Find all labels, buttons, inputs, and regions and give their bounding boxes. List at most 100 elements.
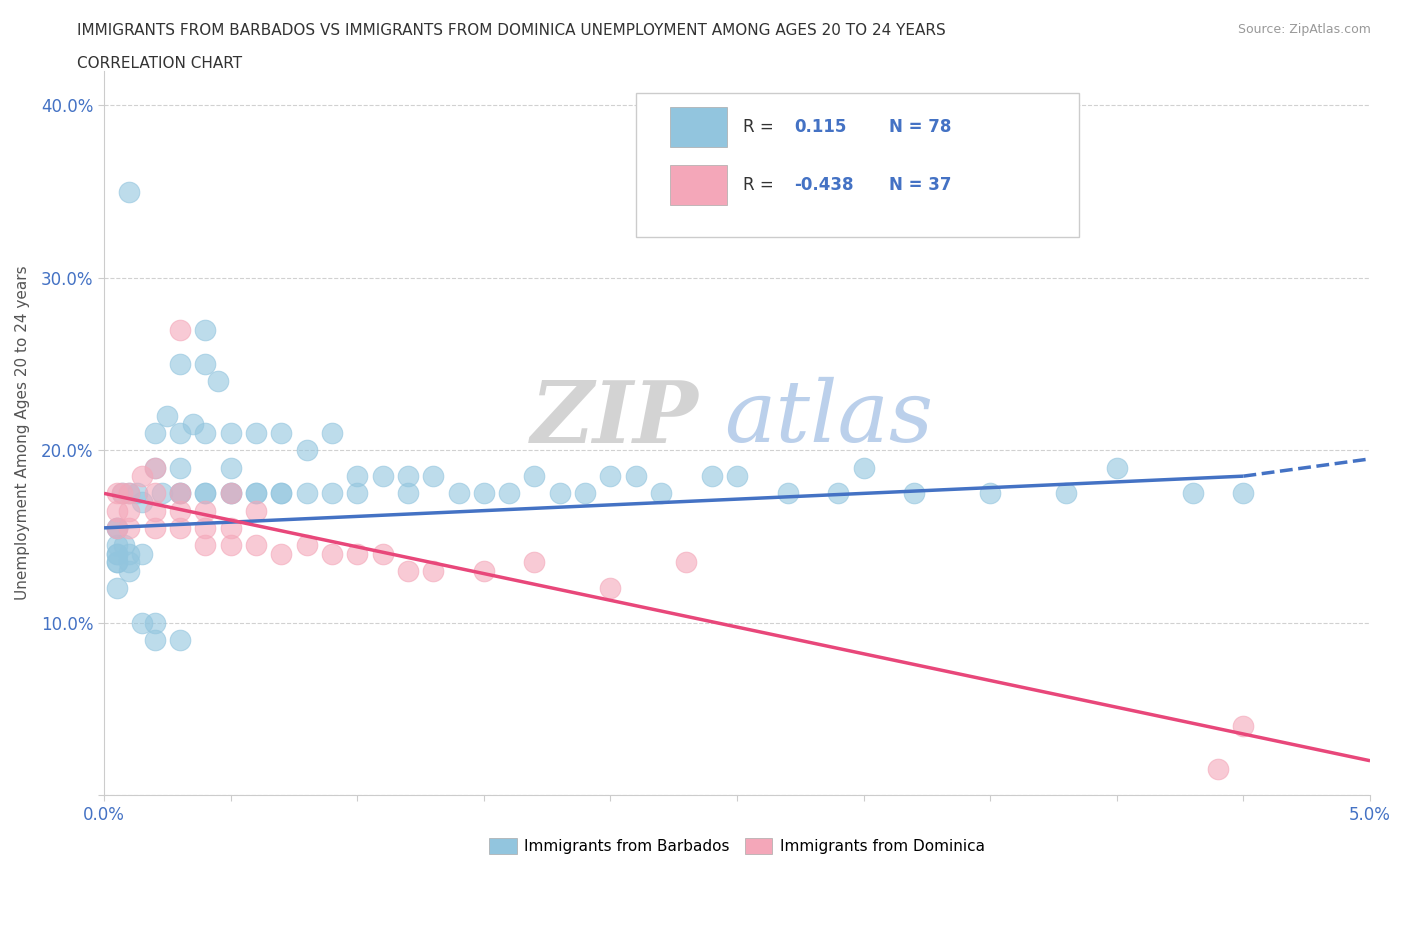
Point — [219, 521, 242, 536]
Point — [143, 426, 166, 441]
Point — [131, 616, 153, 631]
Point — [219, 486, 242, 501]
Point — [852, 460, 875, 475]
Point — [118, 184, 141, 199]
Point — [472, 564, 495, 578]
Point — [118, 503, 141, 518]
Point — [118, 546, 141, 561]
Point — [295, 538, 318, 552]
Point — [523, 469, 546, 484]
Text: -0.438: -0.438 — [794, 176, 853, 193]
Point — [194, 426, 217, 441]
Point — [979, 486, 1001, 501]
Point — [295, 443, 318, 458]
Text: ZIP: ZIP — [531, 377, 699, 460]
Point — [105, 486, 128, 501]
Point — [105, 521, 128, 536]
Point — [270, 546, 292, 561]
Point — [599, 581, 621, 596]
Point — [245, 503, 267, 518]
Point — [118, 486, 141, 501]
Point — [194, 322, 217, 337]
Point — [1232, 719, 1254, 734]
Point — [270, 486, 292, 501]
Point — [245, 486, 267, 501]
Text: 0.115: 0.115 — [794, 117, 846, 136]
Point — [105, 546, 128, 561]
FancyBboxPatch shape — [669, 165, 727, 205]
Text: CORRELATION CHART: CORRELATION CHART — [77, 56, 242, 71]
Point — [574, 486, 596, 501]
Point — [1054, 486, 1077, 501]
Point — [105, 521, 128, 536]
Point — [396, 486, 419, 501]
Point — [1232, 486, 1254, 501]
Point — [194, 486, 217, 501]
Point — [548, 486, 571, 501]
Point — [1181, 486, 1204, 501]
Point — [650, 486, 672, 501]
Point — [827, 486, 849, 501]
Point — [346, 486, 368, 501]
Point — [321, 426, 343, 441]
Point — [194, 356, 217, 371]
Point — [169, 356, 191, 371]
Point — [295, 486, 318, 501]
Point — [125, 486, 148, 501]
Point — [219, 538, 242, 552]
Point — [207, 374, 229, 389]
Point — [219, 486, 242, 501]
Point — [1206, 762, 1229, 777]
Point — [472, 486, 495, 501]
Text: N = 78: N = 78 — [889, 117, 952, 136]
Point — [194, 538, 217, 552]
Point — [194, 503, 217, 518]
Point — [194, 521, 217, 536]
Point — [321, 486, 343, 501]
Point — [245, 426, 267, 441]
Point — [776, 486, 799, 501]
Point — [270, 486, 292, 501]
Point — [118, 521, 141, 536]
Point — [396, 469, 419, 484]
Point — [118, 555, 141, 570]
Point — [194, 486, 217, 501]
Point — [169, 521, 191, 536]
Point — [447, 486, 470, 501]
Text: R =: R = — [744, 176, 775, 193]
FancyBboxPatch shape — [669, 107, 727, 147]
Point — [143, 486, 166, 501]
Point — [169, 486, 191, 501]
Legend: Immigrants from Barbados, Immigrants from Dominica: Immigrants from Barbados, Immigrants fro… — [482, 831, 991, 860]
Point — [169, 486, 191, 501]
Point — [245, 486, 267, 501]
Point — [725, 469, 748, 484]
Point — [675, 555, 697, 570]
Point — [169, 426, 191, 441]
Point — [156, 408, 179, 423]
Point — [169, 632, 191, 647]
FancyBboxPatch shape — [636, 92, 1078, 237]
Point — [624, 469, 647, 484]
Text: Source: ZipAtlas.com: Source: ZipAtlas.com — [1237, 23, 1371, 36]
Point — [169, 486, 191, 501]
Point — [105, 581, 128, 596]
Point — [599, 469, 621, 484]
Point — [321, 546, 343, 561]
Text: R =: R = — [744, 117, 775, 136]
Point — [346, 469, 368, 484]
Point — [245, 538, 267, 552]
Point — [143, 460, 166, 475]
Point — [270, 426, 292, 441]
Point — [131, 546, 153, 561]
Point — [700, 469, 723, 484]
Point — [105, 546, 128, 561]
Point — [396, 564, 419, 578]
Point — [169, 503, 191, 518]
Point — [143, 521, 166, 536]
Point — [903, 486, 925, 501]
Point — [105, 538, 128, 552]
Point — [371, 546, 394, 561]
Point — [219, 426, 242, 441]
Point — [105, 555, 128, 570]
